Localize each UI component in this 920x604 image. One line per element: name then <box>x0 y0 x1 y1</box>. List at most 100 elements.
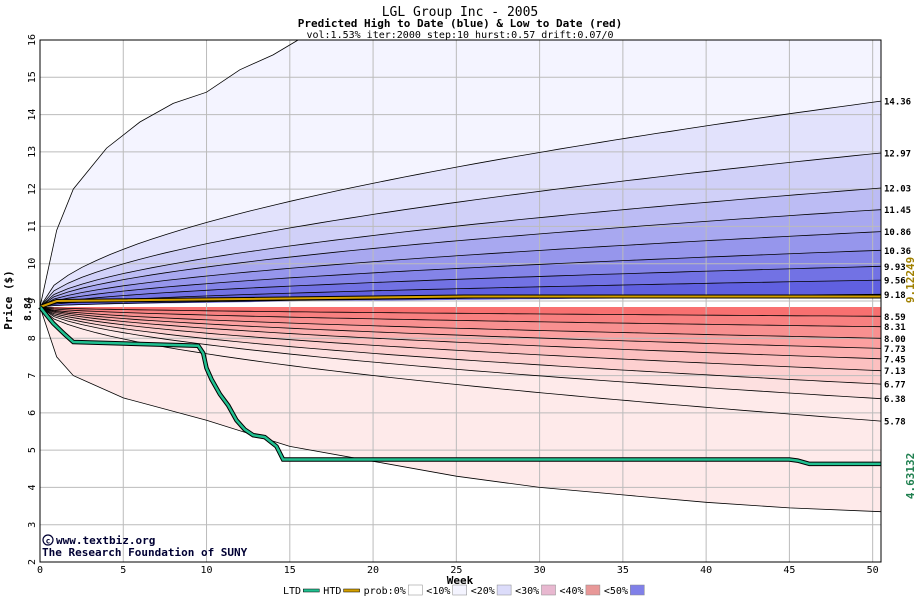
x-tick-label: 30 <box>534 565 546 576</box>
high-band-line <box>39 249 882 308</box>
legend-item: <50% <box>604 584 645 597</box>
high-band-line <box>39 152 882 308</box>
low-band-line <box>39 306 882 317</box>
low-band-line <box>39 306 882 360</box>
y-tick-label: 3 <box>27 522 38 528</box>
watermark-site-text: www.textbiz.org <box>56 534 155 547</box>
low-band-label: 6.38 <box>884 395 906 405</box>
legend-item: <40% <box>560 584 601 597</box>
y-tick-label: 10 <box>27 258 38 270</box>
high-band-fill <box>40 231 881 307</box>
y-tick-label: 14 <box>27 109 38 121</box>
high-band-line <box>39 265 882 308</box>
legend-color-swatch <box>541 584 556 596</box>
high-band-label: 9.93 <box>884 263 906 273</box>
ltd-series-line <box>39 306 881 466</box>
x-tick-label: 5 <box>120 565 126 576</box>
low-band-fill <box>40 307 881 371</box>
x-tick-label: 10 <box>201 565 213 576</box>
legend-color-swatch <box>585 584 601 596</box>
y-tick-label: 6 <box>27 410 38 416</box>
low-to-date-value-label: 4.63132 <box>904 453 917 499</box>
low-band-line <box>39 306 882 385</box>
legend-item: <30% <box>515 584 556 597</box>
chart-subtitle: Predicted High to Date (blue) & Low to D… <box>298 17 623 30</box>
high-band-label: 14.36 <box>884 98 911 108</box>
x-tick-label: 45 <box>783 565 795 576</box>
legend-item: <20% <box>471 584 512 597</box>
legend-item-label: <40% <box>560 586 584 597</box>
low-band-fill <box>40 307 881 327</box>
x-axis-label: Week <box>447 574 474 587</box>
legend: LTD HTD prob:0% <10% <20% <30% <40% <50% <box>283 584 645 597</box>
low-band-line <box>39 306 882 422</box>
htd-series-line <box>39 295 881 308</box>
legend-item: <10% <box>426 584 467 597</box>
high-band-label: 11.45 <box>884 206 911 216</box>
legend-item-label: <30% <box>515 586 539 597</box>
copyright-icon <box>42 534 54 546</box>
low-band-fill <box>40 307 881 422</box>
low-band-label: 7.73 <box>884 345 906 355</box>
watermark-org-text: The Research Foundation of SUNY <box>42 546 248 559</box>
legend-line-swatch <box>343 588 360 593</box>
low-band-label: 7.45 <box>884 355 906 365</box>
y-tick-label: 16 <box>27 34 38 46</box>
high-band-label: 10.86 <box>884 228 911 238</box>
x-tick-label: 15 <box>284 565 296 576</box>
plot-frame <box>39 39 882 563</box>
legend-color-swatch <box>408 584 423 596</box>
x-tick-label: 40 <box>700 565 712 576</box>
x-tick-label: 25 <box>450 565 462 576</box>
high-band-fill <box>40 209 881 307</box>
low-band-label: 6.77 <box>884 381 906 391</box>
low-band-fill <box>40 307 881 317</box>
high-band-line <box>39 100 882 308</box>
high-band-line <box>39 187 882 308</box>
high-band-line <box>39 231 882 308</box>
y-axis-label: Price ($) <box>2 270 15 330</box>
y-tick-label: 9 <box>27 298 38 304</box>
low-band-line <box>39 306 882 372</box>
legend-color-swatch <box>630 584 645 596</box>
high-band-line <box>39 209 882 308</box>
high-to-date-value-label: 9.12249 <box>904 257 917 303</box>
chart-params: vol:1.53% iter:2000 step:10 hurst:0.57 d… <box>306 30 613 41</box>
legend-item: prob:0% <box>364 584 423 597</box>
plot-area: 14.36 12.97 12.03 11.45 10.86 10.36 9.93 9.56 9.… <box>27 34 911 576</box>
low-band-label: 7.13 <box>884 367 906 377</box>
high-band-label: 12.97 <box>884 149 911 159</box>
low-band-line <box>39 306 882 339</box>
start-price-label: 8.84 <box>23 297 34 321</box>
legend-item-label: prob:0% <box>364 586 406 597</box>
low-band-fill <box>40 307 881 359</box>
low-band-label: 8.59 <box>884 313 906 323</box>
high-band-fill <box>40 153 881 307</box>
y-tick-label: 4 <box>27 484 38 490</box>
legend-item-label: HTD <box>323 586 341 597</box>
copyright-icon-letter: c <box>46 537 51 546</box>
y-tick-label: 12 <box>27 183 38 195</box>
low-band-fill <box>40 307 881 385</box>
high-band-fill <box>40 188 881 307</box>
outer-high-line <box>39 39 299 308</box>
low-band-label: 8.00 <box>884 335 906 345</box>
outer-high-region <box>40 40 881 307</box>
legend-item: LTD <box>283 586 320 597</box>
y-tick-label: 2 <box>27 559 38 565</box>
low-band-fill <box>40 307 881 339</box>
x-tick-label: 50 <box>867 565 879 576</box>
legend-item-label: <50% <box>604 586 628 597</box>
low-band-label: 5.78 <box>884 418 906 428</box>
legend-color-swatch <box>452 584 467 596</box>
high-band-label: 9.56 <box>884 277 906 287</box>
low-band-line <box>39 306 882 400</box>
low-band-label: 8.31 <box>884 323 906 333</box>
high-band-label: 9.18 <box>884 291 906 301</box>
high-band-fill <box>40 250 881 307</box>
y-tick-label: 5 <box>27 447 38 453</box>
high-band-label: 12.03 <box>884 185 911 195</box>
x-tick-label: 35 <box>617 565 629 576</box>
